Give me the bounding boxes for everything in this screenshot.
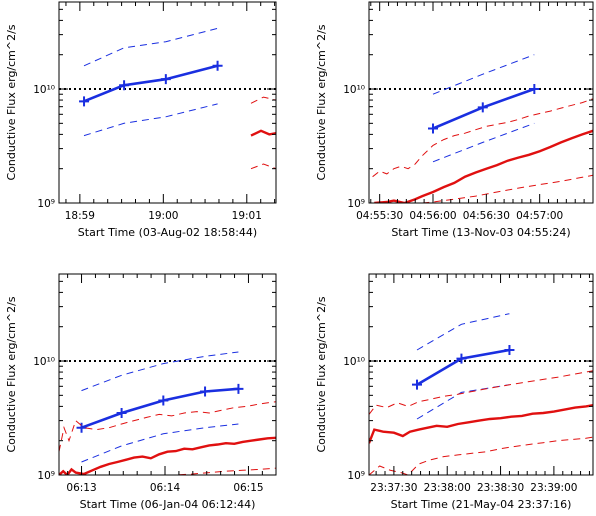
x-tick-label: 04:55:30: [356, 210, 403, 222]
data-point-marker: [76, 422, 87, 433]
series-red-dashed: [250, 96, 276, 104]
data-point-marker: [116, 407, 127, 418]
y-axis-label: Conductive Flux erg/cm^2/s: [5, 296, 18, 452]
data-point-marker: [119, 80, 130, 91]
series-red-solid: [369, 404, 593, 444]
series-red-dashed: [250, 163, 276, 170]
x-tick-label: 23:38:30: [477, 482, 524, 494]
x-tick-label: 19:00: [148, 210, 178, 222]
data-point-marker: [456, 353, 467, 364]
y-tick-label: 10⁹: [347, 470, 365, 482]
data-point-marker: [158, 395, 169, 406]
y-tick-label: 10¹⁰: [343, 356, 365, 368]
series-blue-dashed: [416, 384, 510, 420]
series-blue-dashed: [83, 103, 218, 137]
x-tick-label: 06:15: [233, 482, 263, 494]
x-tick-label: 23:38:00: [424, 482, 471, 494]
x-axis-label: Start Time (03-Aug-02 18:58:44): [78, 226, 257, 239]
x-tick-label: 18:59: [65, 210, 95, 222]
x-axis-label: Start Time (06-Jan-04 06:12:44): [80, 498, 256, 511]
series-blue-dashed: [81, 351, 239, 392]
chart-panel-1: 10⁹ 10¹⁰ 18:59 19:00 19:01 Start Time (03-Aug…: [5, 1, 277, 239]
series-blue-dashed: [81, 423, 239, 463]
y-tick-label: 10⁹: [37, 470, 55, 482]
chart-panel-3: 10⁹ 10¹⁰ 06:13 06:14 06:15 Start Time (06-Jan…: [5, 273, 277, 511]
x-tick-label: 19:01: [232, 210, 262, 222]
data-point-marker: [212, 60, 223, 71]
x-tick-label: 04:57:00: [516, 210, 563, 222]
x-tick-label: 04:56:30: [463, 210, 510, 222]
series-red-dashed: [372, 98, 593, 178]
series-blue-dashed: [83, 27, 218, 67]
x-tick-label: 04:56:00: [409, 210, 456, 222]
y-axis-label: Conductive Flux erg/cm^2/s: [315, 296, 328, 452]
data-point-marker: [160, 74, 171, 85]
series-red-dashed: [369, 370, 593, 415]
series-red-solid: [59, 436, 276, 475]
x-tick-label: 23:39:00: [530, 482, 577, 494]
x-axis-label: Start Time (21-May-04 23:37:16): [391, 498, 572, 511]
series-red-solid: [250, 129, 276, 137]
x-tick-label: 23:37:30: [370, 482, 417, 494]
series-blue-dashed: [432, 122, 535, 163]
y-axis-label: Conductive Flux erg/cm^2/s: [315, 24, 328, 180]
y-tick-label: 10¹⁰: [33, 356, 55, 368]
data-point-marker: [504, 344, 515, 355]
series-red-dashed: [369, 436, 593, 475]
y-axis-label: Conductive Flux erg/cm^2/s: [5, 24, 18, 180]
chart-panel-4: 10⁹ 10¹⁰ 23:37:30 23:38:00 23:38:30 23:39:00 S…: [315, 273, 594, 511]
plot-frame: [368, 273, 594, 476]
x-axis-label: Start Time (13-Nov-03 04:55:24): [391, 226, 570, 239]
x-tick-label: 06:13: [66, 482, 96, 494]
x-tick-label: 06:14: [150, 482, 181, 494]
data-point-marker: [477, 102, 488, 113]
data-point-marker: [412, 379, 422, 390]
series-red-dashed: [59, 401, 276, 452]
series-blue-dashed: [432, 54, 535, 95]
series-red-solid: [374, 129, 593, 203]
data-point-marker: [200, 386, 211, 397]
chart-panel-2: 10⁹ 10¹⁰ 04:55:30 04:56:00 04:56:30 04:57:00 S…: [315, 1, 594, 239]
series-blue-solid-cross: [83, 64, 218, 103]
plot-frame: [368, 1, 594, 204]
y-tick-label: 10⁹: [37, 198, 55, 210]
series-blue-dashed: [416, 313, 510, 351]
data-point-marker: [428, 123, 438, 134]
plot-frame: [58, 273, 277, 476]
data-point-marker: [529, 84, 540, 95]
data-point-marker: [233, 383, 244, 394]
series-red-dashed: [59, 467, 276, 475]
series-red-dashed: [374, 174, 593, 203]
series-blue-solid-cross: [81, 387, 239, 429]
y-tick-label: 10⁹: [347, 198, 365, 210]
plot-frame: [58, 1, 277, 204]
y-tick-label: 10¹⁰: [343, 84, 365, 96]
series-blue-solid-cross: [416, 348, 510, 386]
data-point-marker: [79, 96, 90, 107]
y-tick-label: 10¹⁰: [33, 84, 55, 96]
